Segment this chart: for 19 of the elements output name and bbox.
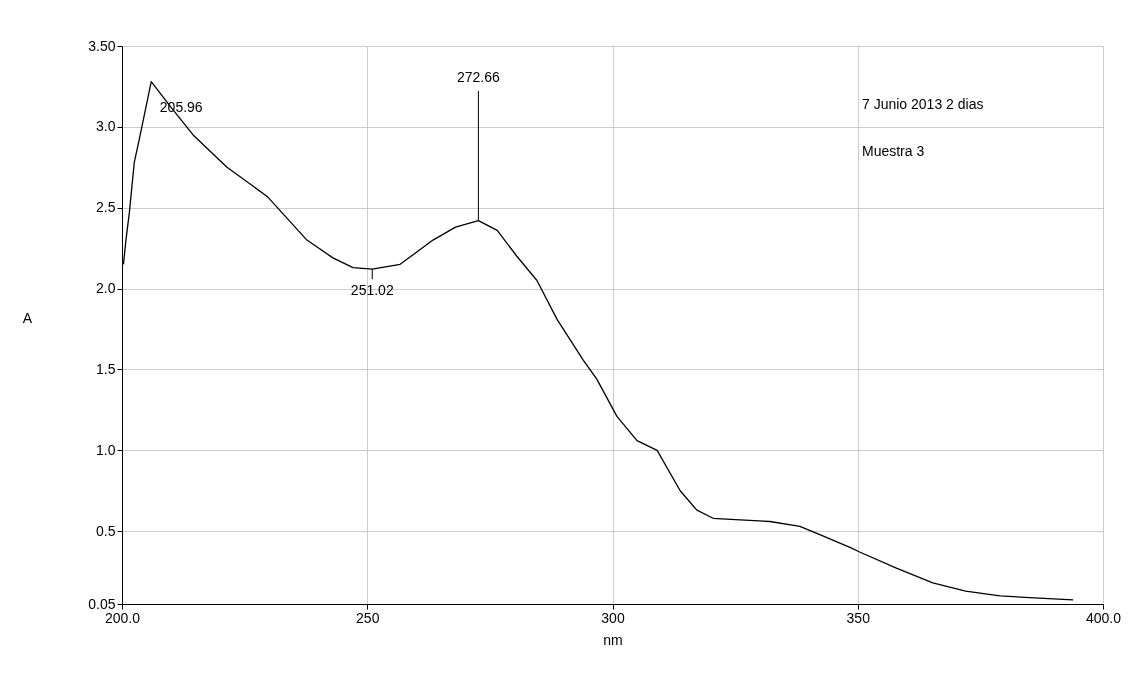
y-tick-label: 1.0: [96, 441, 116, 458]
y-tick-label: 0.05: [88, 595, 116, 612]
x-tick-label: 400.0: [1085, 609, 1122, 626]
y-tick-label: 2.0: [96, 280, 116, 297]
y-tick-label: 3.0: [96, 118, 116, 135]
x-tick-label: 200.0: [104, 609, 141, 626]
y-tick-label: 0.5: [96, 522, 116, 539]
y-axis-title: A: [22, 309, 33, 326]
annotation: 251.02: [350, 282, 394, 299]
annotation: Muestra 3: [862, 143, 925, 159]
y-tick-label: 3.50: [88, 37, 116, 54]
y-tick-label: 2.5: [96, 199, 116, 216]
x-tick-label: 350: [846, 609, 871, 626]
x-axis-title: nm: [603, 631, 623, 648]
y-tick-label: 1.5: [96, 360, 116, 377]
annotation: 7 Junio 2013 2 dias: [862, 96, 984, 112]
annotation: 272.66: [456, 68, 501, 85]
x-tick-label: 300: [601, 609, 625, 626]
x-tick-label: 250: [356, 609, 380, 626]
